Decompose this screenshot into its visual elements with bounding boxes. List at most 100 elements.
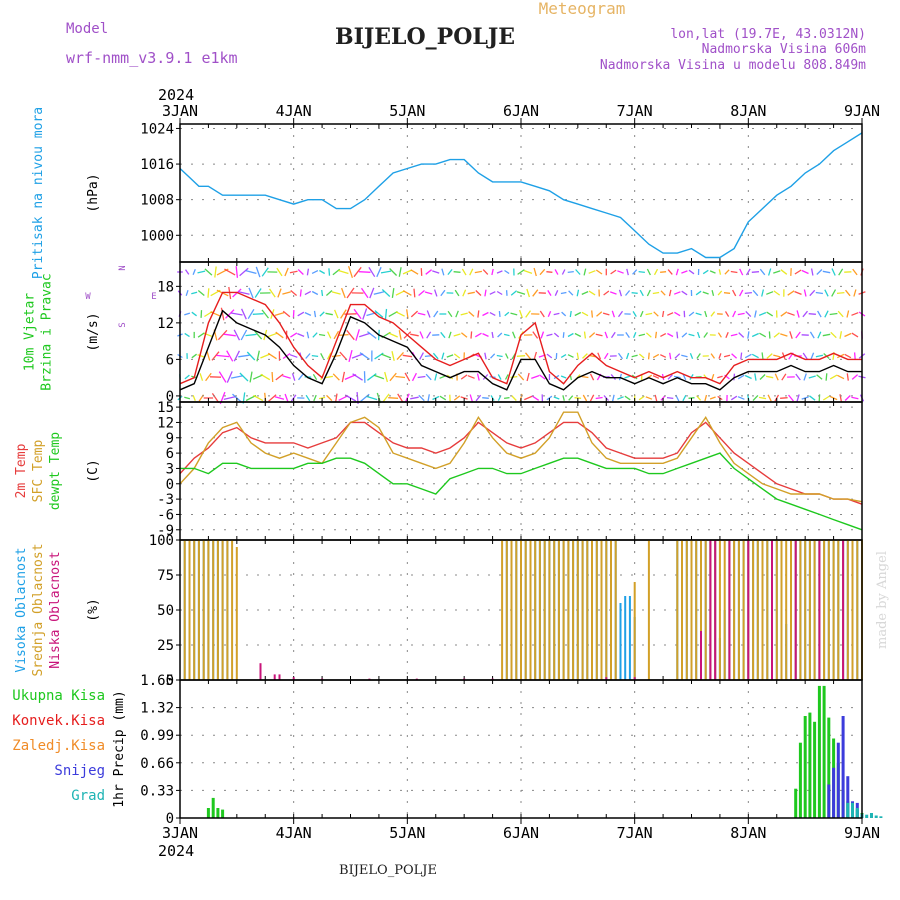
wind-arrow xyxy=(366,395,378,401)
wind-arrow xyxy=(588,332,596,338)
bar-precip xyxy=(836,742,840,818)
wind-arrow xyxy=(389,268,398,276)
wind-arrow xyxy=(462,289,467,297)
unit-label: (m/s) xyxy=(86,312,101,351)
wind-arrow xyxy=(184,396,191,400)
wind-arrow xyxy=(624,375,631,379)
wind-arrow xyxy=(667,269,673,275)
wind-arrow xyxy=(504,311,510,317)
wind-arrow xyxy=(505,353,509,359)
wind-arrow xyxy=(540,331,545,339)
bar-clouds xyxy=(785,540,788,680)
wind-arrow xyxy=(609,291,617,295)
bar-clouds xyxy=(520,540,522,680)
wind-arrow xyxy=(737,396,745,400)
wind-arrow xyxy=(681,354,688,358)
wind-arrow xyxy=(353,266,362,278)
bar-clouds xyxy=(183,540,186,680)
bar-clouds xyxy=(529,540,532,680)
wind-arrow xyxy=(595,333,603,337)
wind-arrow xyxy=(247,308,255,320)
bar-clouds xyxy=(846,540,849,680)
wind-arrow xyxy=(199,373,204,381)
bar-clouds xyxy=(231,540,234,680)
wind-arrow xyxy=(669,352,672,360)
wind-arrow xyxy=(675,268,679,276)
wind-arrow xyxy=(205,372,212,382)
wind-arrow xyxy=(853,289,857,297)
bar-clouds xyxy=(562,540,565,680)
y-tick-label: 0 xyxy=(166,673,174,689)
wind-arrow xyxy=(774,373,779,381)
wind-arrow xyxy=(192,268,196,276)
wind-arrow xyxy=(646,289,651,297)
y-tick-label: 15 xyxy=(157,400,174,416)
wind-arrow xyxy=(271,371,274,383)
wind-arrow xyxy=(440,289,446,297)
bar-precip xyxy=(211,797,215,818)
wind-arrow xyxy=(384,371,389,383)
wind-arrow xyxy=(510,312,518,316)
wind-arrow xyxy=(460,332,468,338)
wind-arrow xyxy=(491,268,494,276)
wind-arrow xyxy=(838,268,844,276)
wind-arrow xyxy=(553,332,560,338)
wind-arrow xyxy=(254,330,263,340)
wind-arrow xyxy=(517,269,525,275)
wind-arrow xyxy=(467,291,475,295)
x-tick-label-top: 6JAN xyxy=(503,102,539,120)
bar-precip xyxy=(874,815,878,818)
series-line-temperature xyxy=(180,452,863,531)
wind-arrow xyxy=(448,331,452,339)
wind-arrow xyxy=(569,310,572,318)
wind-arrow xyxy=(532,289,539,297)
wind-arrow xyxy=(358,332,371,338)
wind-arrow xyxy=(539,310,545,318)
wind-arrow xyxy=(224,268,236,276)
wind-arrow xyxy=(531,374,540,380)
wind-arrow xyxy=(682,373,687,381)
bar-clouds xyxy=(842,540,845,680)
wind-arrow xyxy=(497,374,502,380)
wind-arrow xyxy=(646,268,651,276)
wind-arrow xyxy=(583,268,587,276)
wind-arrow xyxy=(696,395,702,401)
wind-arrow xyxy=(470,331,473,339)
wind-arrow xyxy=(274,396,285,400)
wind-arrow xyxy=(526,372,530,382)
unit-label: (C) xyxy=(86,459,101,482)
wind-arrow xyxy=(184,332,190,338)
bar-precip xyxy=(221,809,225,818)
wind-arrow xyxy=(489,312,496,316)
wind-arrow xyxy=(453,353,461,359)
wind-arrow xyxy=(395,375,406,379)
wind-arrow xyxy=(441,268,445,276)
wind-arrow xyxy=(731,353,738,359)
wind-arrow xyxy=(652,353,660,359)
wind-arrow xyxy=(617,352,624,360)
wind-arrow xyxy=(725,331,729,339)
x-tick-label-bottom: 3JAN xyxy=(162,824,198,842)
wind-arrow xyxy=(730,333,738,337)
series-line-pressure xyxy=(179,132,863,259)
wind-arrow xyxy=(260,353,271,359)
wind-arrow xyxy=(744,353,752,359)
bar-clouds xyxy=(576,540,579,680)
wind-arrow xyxy=(268,394,277,402)
wind-arrow xyxy=(809,395,816,401)
wind-arrow xyxy=(226,350,234,362)
bar-clouds xyxy=(681,540,683,680)
wind-arrow xyxy=(211,393,220,403)
bar-clouds xyxy=(553,540,556,680)
x-tick-label-bottom: 8JAN xyxy=(730,824,766,842)
wind-arrow xyxy=(524,395,533,401)
bar-clouds xyxy=(827,540,830,680)
wind-arrow xyxy=(419,352,424,360)
bar-clouds xyxy=(188,540,191,680)
bar-clouds xyxy=(718,540,721,680)
wind-arrow xyxy=(319,269,326,275)
wind-arrow xyxy=(340,287,346,299)
wind-arrow xyxy=(238,354,250,358)
wind-arrow xyxy=(240,329,248,341)
wind-arrow xyxy=(767,268,772,276)
